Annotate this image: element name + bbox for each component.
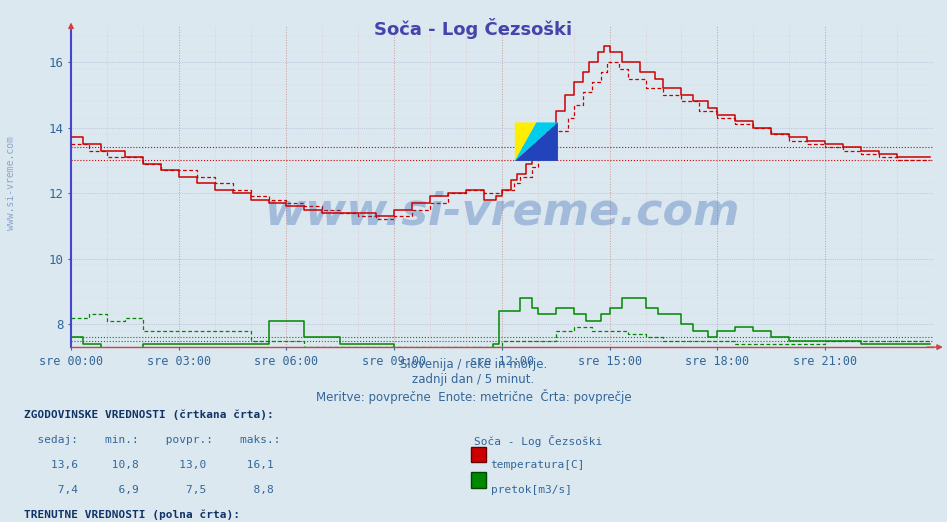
- Text: www.si-vreme.com: www.si-vreme.com: [7, 136, 16, 230]
- Text: Soča - Log Čezsoški: Soča - Log Čezsoški: [374, 18, 573, 39]
- Text: Meritve: povprečne  Enote: metrične  Črta: povprečje: Meritve: povprečne Enote: metrične Črta:…: [315, 389, 632, 404]
- Polygon shape: [515, 123, 558, 161]
- Text: sedaj:    min.:    povpr.:    maks.:: sedaj: min.: povpr.: maks.:: [24, 435, 280, 445]
- Text: 13,6     10,8      13,0      16,1: 13,6 10,8 13,0 16,1: [24, 460, 274, 470]
- Text: Slovenija / reke in morje.: Slovenija / reke in morje.: [400, 358, 547, 371]
- Text: TRENUTNE VREDNOSTI (polna črta):: TRENUTNE VREDNOSTI (polna črta):: [24, 510, 240, 520]
- Text: Soča - Log Čezsoški: Soča - Log Čezsoški: [474, 435, 601, 447]
- Polygon shape: [515, 123, 558, 161]
- Text: pretok[m3/s]: pretok[m3/s]: [491, 485, 572, 495]
- Text: ZGODOVINSKE VREDNOSTI (črtkana črta):: ZGODOVINSKE VREDNOSTI (črtkana črta):: [24, 410, 274, 420]
- Text: temperatura[C]: temperatura[C]: [491, 460, 585, 470]
- Text: zadnji dan / 5 minut.: zadnji dan / 5 minut.: [412, 373, 535, 386]
- Text: www.si-vreme.com: www.si-vreme.com: [264, 191, 740, 234]
- Polygon shape: [515, 123, 536, 161]
- Text: 7,4      6,9       7,5       8,8: 7,4 6,9 7,5 8,8: [24, 485, 274, 495]
